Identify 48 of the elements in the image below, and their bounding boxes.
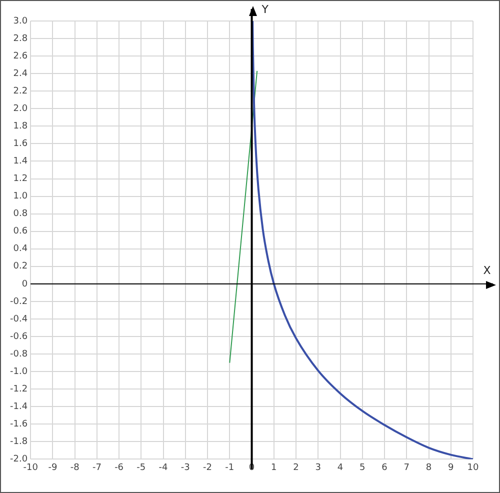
x-tick-label: -8 [70,462,80,473]
x-tick-label: -9 [48,462,58,473]
x-tick-label: -3 [180,462,190,473]
x-tick-label: 3 [315,462,322,473]
y-tick-label: 0.8 [13,209,28,220]
y-tick-label: 3.0 [13,16,28,26]
y-tick-label: 1.2 [13,174,28,184]
x-tick-label: -2 [203,462,212,473]
x-tick-label: 1 [271,462,277,473]
y-tick-label: 0.6 [13,226,28,237]
x-tick-label: 2 [293,462,299,473]
y-tick-label: -1.0 [10,366,28,377]
x-tick-label: -4 [158,462,168,473]
y-tick-label: 1.0 [13,192,28,202]
y-tick-label: 1.4 [13,156,28,167]
y-tick-label: 2.2 [13,86,28,96]
x-axis-title: X [483,264,492,277]
y-tick-label: 0.2 [13,262,28,272]
y-tick-label: 1.6 [13,139,28,150]
x-tick-label: -5 [136,462,146,473]
y-tick-label: -1.6 [10,419,28,430]
y-tick-label: -0.4 [10,314,28,324]
x-tick-label: 10 [467,462,479,473]
y-tick-label: 2.8 [13,34,28,44]
y-tick-label: 2.0 [13,104,28,114]
x-tick-label: -10 [23,462,38,473]
y-tick-label: -1.4 [10,402,28,412]
y-tick-label: 1.8 [13,122,28,132]
x-tick-label: 7 [404,462,410,473]
y-axis-title: Y [260,3,269,16]
y-tick-label: 2.6 [13,51,28,62]
x-tick-label: -7 [92,462,102,473]
y-tick-label: 0 [22,279,28,290]
x-tick-label: 9 [448,462,454,473]
y-tick-label: -1.2 [10,384,28,394]
x-tick-label: -6 [114,462,124,473]
y-tick-label: -0.6 [10,332,28,342]
y-tick-label: 0.4 [13,244,28,254]
x-tick-label: -1 [225,462,234,473]
y-tick-label: -1.8 [10,437,28,448]
x-tick-label: 8 [426,462,432,473]
y-tick-label: -0.2 [10,296,28,307]
x-tick-label: 4 [337,462,344,473]
y-tick-label: 2.4 [13,68,28,79]
x-tick-label: 5 [360,462,366,473]
y-tick-label: -2.0 [10,454,28,465]
y-tick-label: -0.8 [10,349,28,360]
x-tick-label: 6 [382,462,388,473]
